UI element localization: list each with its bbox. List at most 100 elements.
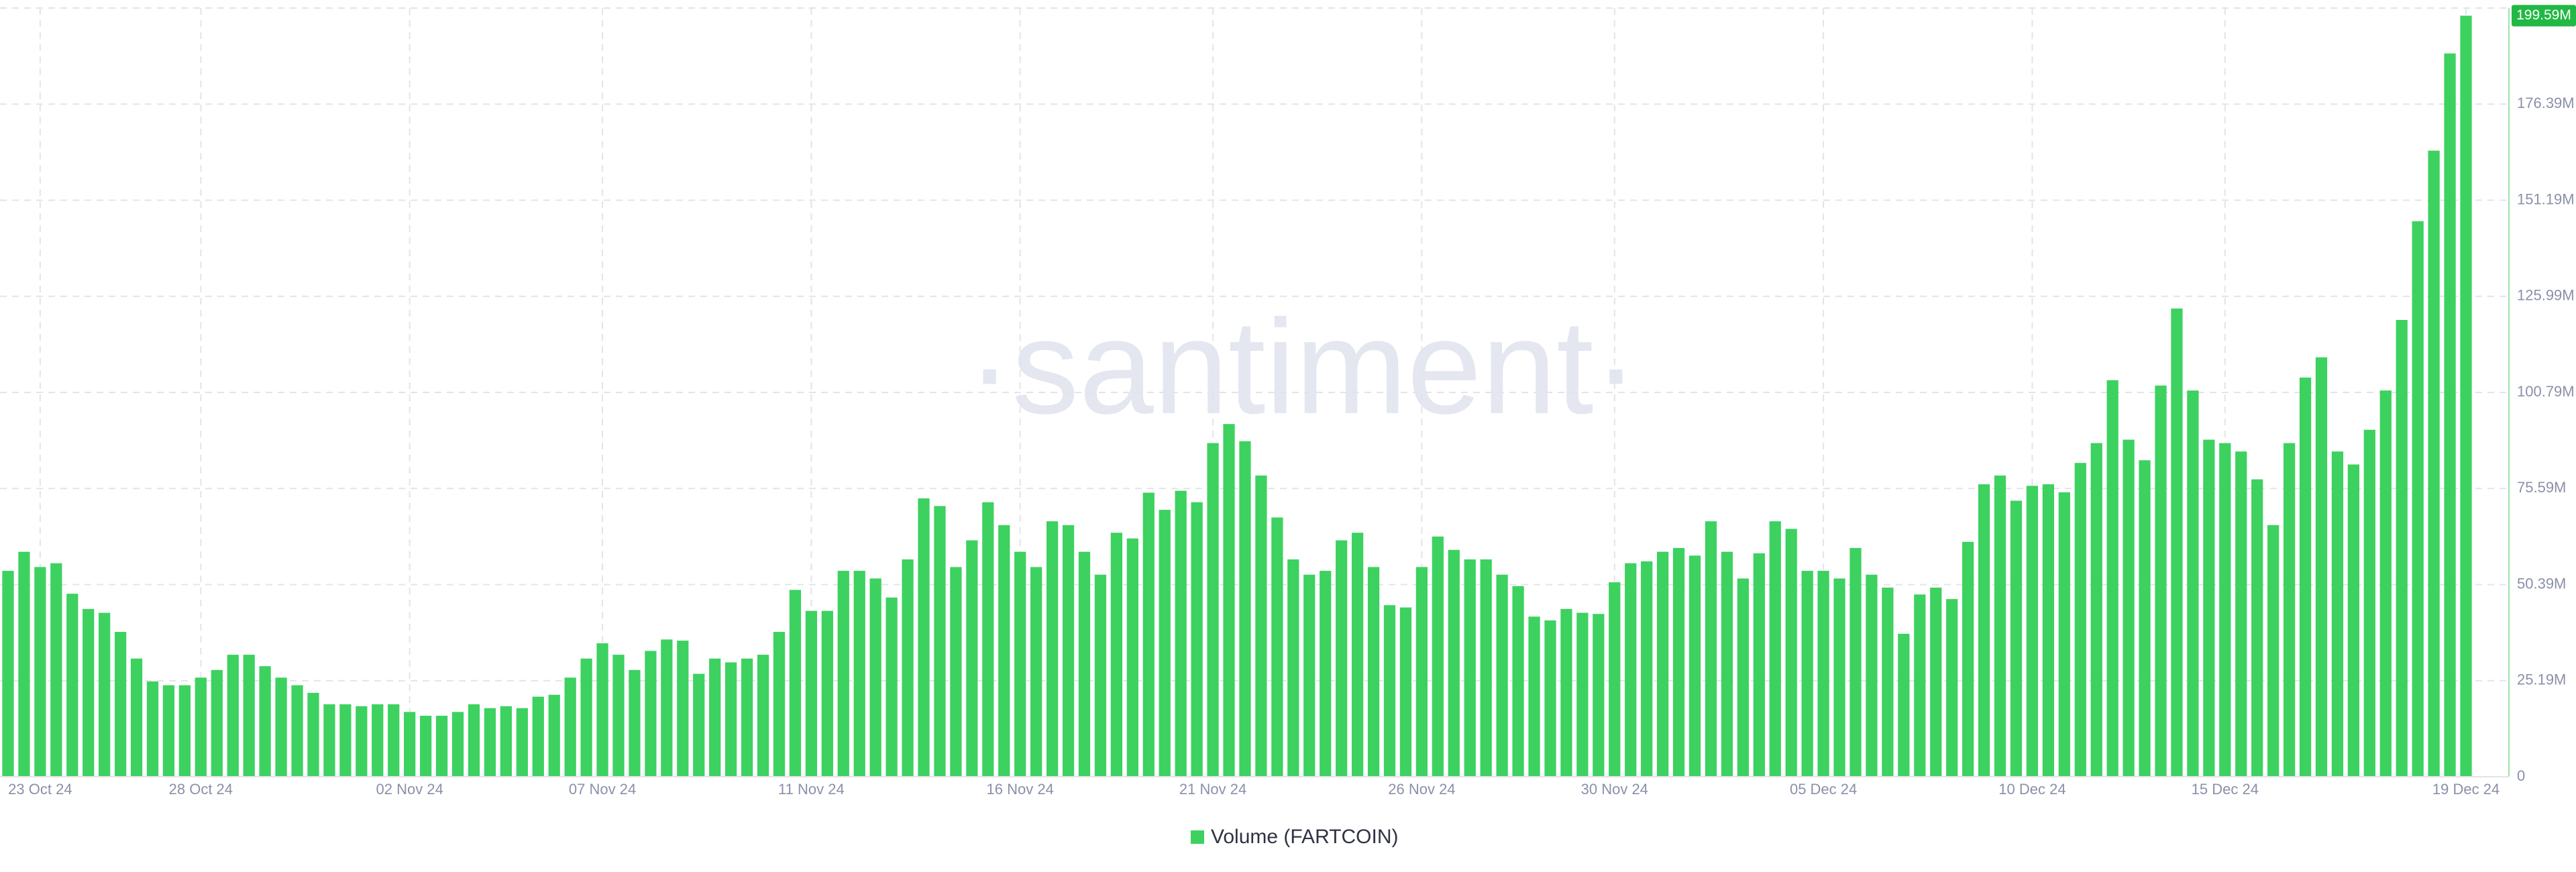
bar bbox=[2299, 377, 2312, 777]
bar bbox=[966, 540, 978, 777]
bar bbox=[2203, 439, 2215, 777]
y-tick-label: 0 bbox=[2517, 767, 2525, 784]
watermark: ·santiment· bbox=[967, 292, 1638, 442]
bar bbox=[1930, 588, 1942, 777]
bar bbox=[1207, 443, 1219, 777]
bar bbox=[195, 677, 207, 777]
bar bbox=[693, 673, 705, 777]
bar bbox=[950, 567, 962, 777]
bar bbox=[1159, 510, 1171, 777]
bar bbox=[66, 594, 78, 777]
bar bbox=[885, 597, 898, 777]
bar bbox=[2235, 451, 2247, 777]
bar bbox=[2412, 221, 2424, 777]
bar bbox=[1560, 608, 1572, 777]
bar bbox=[773, 631, 786, 777]
bar bbox=[2010, 500, 2023, 777]
bar bbox=[2267, 525, 2279, 777]
bar bbox=[1351, 533, 1364, 777]
bar bbox=[1078, 551, 1091, 777]
bar bbox=[130, 658, 143, 777]
x-tick-label: 11 Nov 24 bbox=[778, 781, 845, 798]
bar bbox=[612, 655, 625, 777]
bar bbox=[1046, 521, 1059, 777]
bar bbox=[1544, 620, 1556, 777]
bar bbox=[837, 571, 849, 777]
y-tick-label: 125.99M bbox=[2517, 287, 2575, 304]
bar bbox=[1320, 571, 1332, 777]
bar bbox=[1914, 594, 1926, 777]
bar bbox=[1399, 607, 1412, 777]
bar bbox=[516, 708, 528, 777]
bar bbox=[2460, 15, 2472, 777]
bar bbox=[2123, 439, 2135, 777]
bar bbox=[1191, 502, 1203, 777]
x-tick-label: 23 Oct 24 bbox=[8, 781, 72, 798]
legend-swatch bbox=[1191, 830, 1204, 844]
bar bbox=[918, 498, 930, 777]
bar bbox=[1448, 549, 1460, 777]
bar bbox=[1994, 475, 2006, 777]
bar bbox=[1962, 541, 1974, 777]
bar bbox=[1641, 561, 1653, 777]
x-tick-label: 30 Nov 24 bbox=[1581, 781, 1648, 798]
bar bbox=[1062, 525, 1075, 777]
bar bbox=[1882, 588, 1894, 777]
bar bbox=[1672, 547, 1685, 777]
bar bbox=[50, 563, 62, 777]
bar bbox=[869, 578, 881, 777]
bar bbox=[1496, 574, 1508, 777]
bar bbox=[998, 525, 1010, 777]
bar bbox=[2428, 150, 2440, 777]
bar bbox=[146, 681, 159, 777]
bar bbox=[2026, 486, 2039, 777]
bar bbox=[243, 655, 255, 777]
bar bbox=[2042, 484, 2054, 777]
bar bbox=[1817, 571, 1829, 777]
bar bbox=[1271, 517, 1283, 777]
bar bbox=[1223, 424, 1235, 777]
bar bbox=[2058, 492, 2070, 777]
bar bbox=[1609, 582, 1621, 777]
bar bbox=[1480, 559, 1492, 777]
bar bbox=[259, 666, 271, 777]
bar bbox=[1769, 521, 1781, 777]
bar bbox=[1014, 551, 1026, 777]
bar bbox=[2139, 460, 2151, 777]
bar bbox=[18, 551, 30, 777]
bar bbox=[532, 696, 544, 777]
bar bbox=[1336, 540, 1348, 777]
bar bbox=[1898, 633, 1910, 777]
bar bbox=[468, 704, 480, 777]
bar bbox=[2347, 464, 2360, 777]
x-tick-label: 28 Oct 24 bbox=[169, 781, 233, 798]
bar bbox=[2187, 390, 2199, 777]
bar bbox=[789, 590, 802, 777]
bar bbox=[227, 655, 239, 777]
bar bbox=[1978, 484, 1990, 777]
bar bbox=[934, 506, 946, 777]
bar bbox=[356, 706, 368, 777]
bar bbox=[435, 716, 448, 777]
bar bbox=[1415, 567, 1428, 777]
bar bbox=[307, 692, 319, 777]
x-tick-label: 05 Dec 24 bbox=[1790, 781, 1857, 798]
bar bbox=[323, 704, 335, 777]
bar bbox=[2155, 385, 2167, 777]
bar bbox=[162, 685, 175, 777]
bar bbox=[1383, 605, 1396, 777]
bar bbox=[178, 685, 191, 777]
bar bbox=[596, 643, 608, 777]
bar bbox=[677, 641, 689, 777]
bar bbox=[1110, 533, 1123, 777]
bar bbox=[709, 658, 721, 777]
bar bbox=[1512, 586, 1524, 777]
value-label-box bbox=[2512, 5, 2576, 27]
bar bbox=[2283, 443, 2296, 777]
value-label: 199.59M bbox=[2516, 7, 2571, 23]
bar bbox=[2444, 53, 2456, 777]
bar bbox=[821, 610, 833, 777]
bar bbox=[1142, 492, 1155, 777]
x-tick-label: 07 Nov 24 bbox=[569, 781, 636, 798]
